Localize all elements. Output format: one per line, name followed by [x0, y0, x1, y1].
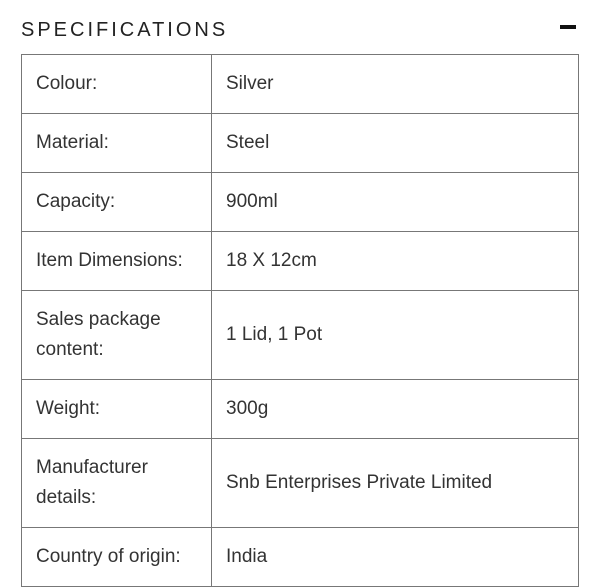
- table-row: Colour: Silver: [21, 54, 579, 114]
- spec-label: Item Dimensions:: [21, 231, 212, 291]
- spec-label: Sales package content:: [21, 290, 212, 380]
- spec-value: Snb Enterprises Private Limited: [211, 438, 579, 528]
- table-row: Country of origin: India: [21, 527, 579, 587]
- table-row: Capacity: 900ml: [21, 172, 579, 232]
- table-row: Manufacturer details: Snb Enterprises Pri…: [21, 438, 579, 528]
- table-row: Material: Steel: [21, 113, 579, 173]
- table-row: Sales package content: 1 Lid, 1 Pot: [21, 290, 579, 380]
- spec-label: Material:: [21, 113, 212, 173]
- table-row: Weight: 300g: [21, 379, 579, 439]
- spec-label: Manufacturer details:: [21, 438, 212, 528]
- spec-value: 18 X 12cm: [211, 231, 579, 291]
- spec-value: Steel: [211, 113, 579, 173]
- spec-label: Weight:: [21, 379, 212, 439]
- table-row: Item Dimensions: 18 X 12cm: [21, 231, 579, 291]
- spec-value: 300g: [211, 379, 579, 439]
- spec-label: Colour:: [21, 54, 212, 114]
- section-title: SPECIFICATIONS: [21, 19, 229, 41]
- spec-value: 1 Lid, 1 Pot: [211, 290, 579, 380]
- minus-icon[interactable]: [560, 25, 576, 29]
- spec-value: India: [211, 527, 579, 587]
- specifications-table: Colour: Silver Material: Steel Capacity: 90…: [21, 54, 579, 587]
- spec-value: 900ml: [211, 172, 579, 232]
- spec-label: Capacity:: [21, 172, 212, 232]
- spec-value: Silver: [211, 54, 579, 114]
- spec-label: Country of origin:: [21, 527, 212, 587]
